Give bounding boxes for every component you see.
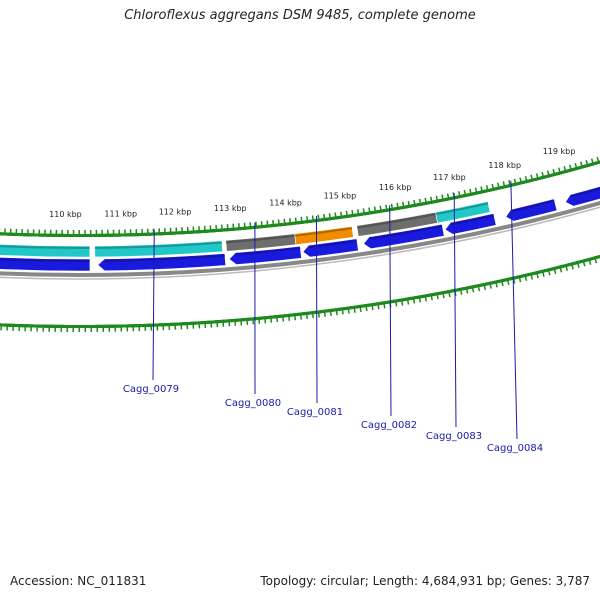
forward-gene-8-shade <box>570 187 600 198</box>
gene-label[interactable]: Cagg_0082 <box>361 420 417 431</box>
forward-gene-8 <box>565 186 600 207</box>
inner-tick-ring <box>0 156 600 238</box>
genome-summary-text: Topology: circular; Length: 4,684,931 bp… <box>260 574 590 588</box>
gene-leader-line <box>389 205 392 417</box>
kbp-label: 119 kbp <box>543 147 576 156</box>
gene-label[interactable]: Cagg_0080 <box>225 398 281 409</box>
accession-text: Accession: NC_011831 <box>10 574 147 588</box>
gene-label-leaders <box>152 180 518 440</box>
reverse-strand-track <box>0 201 491 258</box>
reverse-feature-6-shade <box>435 202 489 216</box>
forward-gene-7 <box>505 198 558 222</box>
kbp-labels: 110 kbp 111 kbp 112 kbp 113 kbp 114 kbp 115 k… <box>49 147 575 219</box>
forward-gene-2-shade <box>104 254 226 262</box>
forward-gene-1-shade <box>0 258 90 262</box>
kbp-label: 115 kbp <box>324 192 357 201</box>
reverse-feature-2 <box>94 240 223 258</box>
gene-leader-line <box>152 229 155 381</box>
forward-gene-3-shade <box>235 247 301 256</box>
reverse-feature-1-shade <box>0 245 90 249</box>
kbp-label: 118 kbp <box>488 161 521 170</box>
forward-gene-3 <box>228 245 302 265</box>
gene-leader-line <box>453 193 457 428</box>
forward-gene-6 <box>444 213 497 235</box>
backbone-ring <box>0 200 600 280</box>
gene-label[interactable]: Cagg_0083 <box>426 431 482 442</box>
gene-labels: Cagg_0079 Cagg_0080 Cagg_0081 Cagg_0082 Cagg… <box>123 384 543 454</box>
kbp-label: 117 kbp <box>433 173 466 182</box>
gene-label[interactable]: Cagg_0084 <box>487 443 543 454</box>
map-title: Chloroflexus aggregans DSM 9485, complet… <box>124 8 476 23</box>
reverse-feature-1 <box>0 243 91 258</box>
reverse-feature-2-shade <box>94 241 223 249</box>
reverse-feature-6 <box>435 201 491 224</box>
kbp-label: 111 kbp <box>104 210 137 219</box>
forward-gene-4-shade <box>308 239 358 249</box>
gene-leader-line <box>510 180 518 440</box>
forward-gene-6-shade <box>450 214 495 226</box>
forward-gene-5-shade <box>369 225 443 240</box>
outer-tick-ring <box>0 254 600 333</box>
forward-gene-5 <box>363 223 445 250</box>
kbp-label: 116 kbp <box>379 183 412 192</box>
gene-label[interactable]: Cagg_0079 <box>123 384 179 395</box>
kbp-label: 110 kbp <box>49 210 82 219</box>
gene-leader-line <box>315 215 318 404</box>
forward-gene-2 <box>97 253 227 272</box>
forward-gene-1 <box>0 256 91 272</box>
backbone-line <box>0 200 600 277</box>
reverse-feature-4-shade <box>294 227 353 237</box>
backbone-highlight <box>0 206 600 280</box>
kbp-label: 113 kbp <box>214 204 247 213</box>
gene-label[interactable]: Cagg_0081 <box>287 407 343 418</box>
reverse-feature-4 <box>294 225 354 246</box>
kbp-label: 114 kbp <box>269 199 302 208</box>
kbp-label: 112 kbp <box>159 208 192 217</box>
forward-strand-track <box>0 186 600 272</box>
